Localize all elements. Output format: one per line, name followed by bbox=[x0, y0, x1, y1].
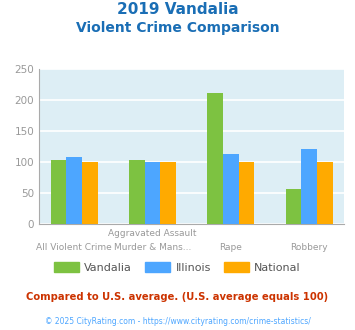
Bar bbox=[286, 189, 301, 224]
Bar bbox=[129, 160, 145, 224]
Text: Murder & Mans...: Murder & Mans... bbox=[114, 243, 191, 251]
Bar bbox=[301, 149, 317, 224]
Legend: Vandalia, Illinois, National: Vandalia, Illinois, National bbox=[50, 258, 305, 278]
Text: Compared to U.S. average. (U.S. average equals 100): Compared to U.S. average. (U.S. average … bbox=[26, 292, 329, 302]
Bar bbox=[145, 162, 160, 224]
Bar bbox=[317, 162, 333, 224]
Bar bbox=[239, 162, 254, 224]
Bar bbox=[223, 154, 239, 224]
Bar bbox=[51, 160, 66, 224]
Text: Robbery: Robbery bbox=[290, 243, 328, 251]
Text: © 2025 CityRating.com - https://www.cityrating.com/crime-statistics/: © 2025 CityRating.com - https://www.city… bbox=[45, 317, 310, 326]
Text: 2019 Vandalia: 2019 Vandalia bbox=[117, 2, 238, 16]
Text: Rape: Rape bbox=[219, 243, 242, 251]
Text: All Violent Crime: All Violent Crime bbox=[37, 243, 112, 251]
Bar bbox=[66, 157, 82, 224]
Bar bbox=[160, 162, 176, 224]
Bar bbox=[82, 162, 98, 224]
Text: Aggravated Assault: Aggravated Assault bbox=[108, 229, 197, 238]
Text: Violent Crime Comparison: Violent Crime Comparison bbox=[76, 21, 279, 35]
Bar bbox=[207, 93, 223, 224]
